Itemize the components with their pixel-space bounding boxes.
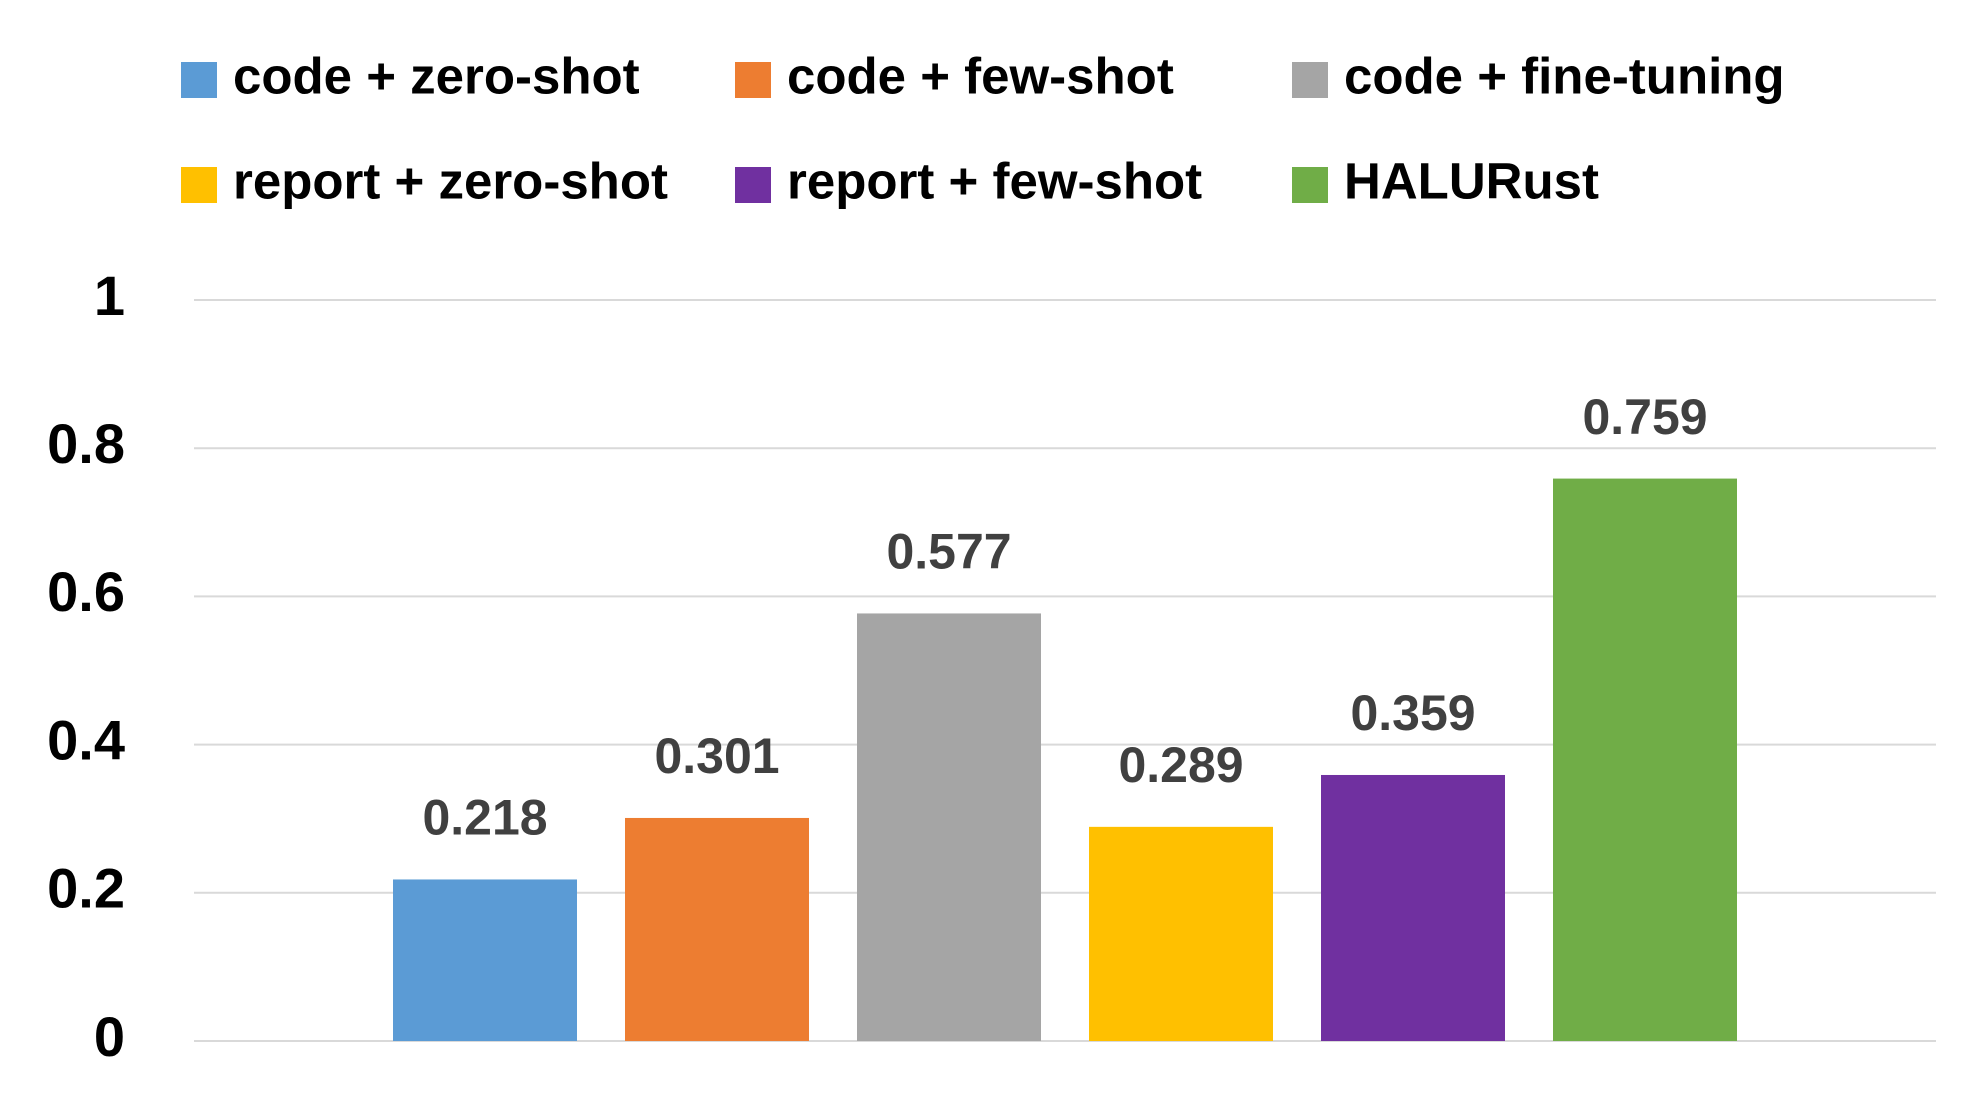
bar bbox=[393, 879, 577, 1041]
value-label: 0.301 bbox=[654, 728, 779, 784]
y-tick-label: 0.2 bbox=[47, 857, 125, 920]
legend-swatch bbox=[735, 167, 771, 203]
legend-label: code + zero-shot bbox=[233, 47, 640, 104]
y-tick-label: 1 bbox=[94, 264, 125, 327]
y-tick-label: 0.8 bbox=[47, 412, 125, 475]
value-label: 0.577 bbox=[886, 524, 1011, 580]
y-tick-label: 0 bbox=[94, 1005, 125, 1068]
bar bbox=[857, 613, 1041, 1041]
bar bbox=[1089, 826, 1273, 1041]
y-tick-label: 0.4 bbox=[47, 708, 125, 771]
legend-label: report + zero-shot bbox=[233, 152, 668, 209]
legend-label: code + few-shot bbox=[787, 47, 1174, 104]
bar bbox=[1321, 774, 1505, 1041]
bar bbox=[1553, 478, 1737, 1041]
legend-swatch bbox=[181, 167, 217, 203]
legend-label: code + fine-tuning bbox=[1344, 47, 1785, 104]
bar bbox=[625, 817, 809, 1041]
legend-swatch bbox=[1292, 62, 1328, 98]
value-label: 0.289 bbox=[1118, 737, 1243, 793]
legend-swatch bbox=[735, 62, 771, 98]
y-tick-label: 0.6 bbox=[47, 560, 125, 623]
legend-swatch bbox=[1292, 167, 1328, 203]
value-label: 0.218 bbox=[422, 790, 547, 846]
legend-label: HALURust bbox=[1344, 152, 1599, 209]
value-label: 0.359 bbox=[1350, 685, 1475, 741]
value-label: 0.759 bbox=[1582, 389, 1707, 445]
legend-label: report + few-shot bbox=[787, 152, 1202, 209]
legend-swatch bbox=[181, 62, 217, 98]
